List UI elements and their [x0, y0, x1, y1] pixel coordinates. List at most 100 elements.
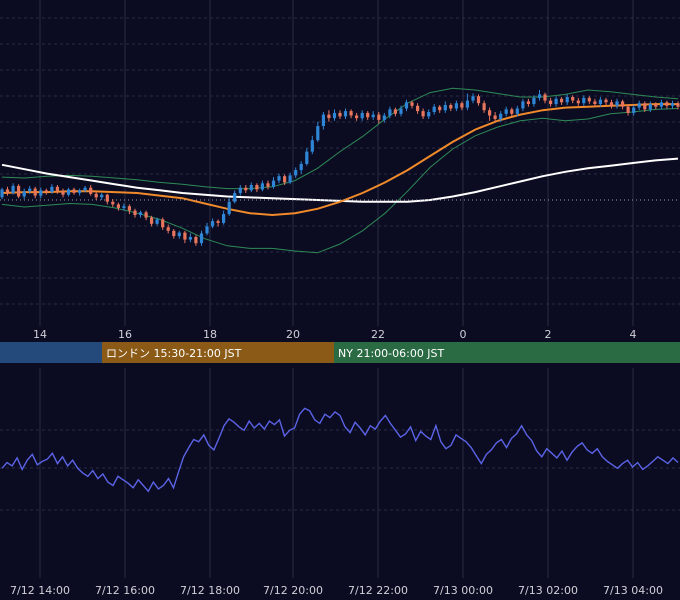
candle-body: [116, 204, 120, 208]
session-bar: ロンドン 15:30-21:00 JST NY 21:00-06:00 JST: [0, 342, 680, 363]
candle-body: [39, 190, 43, 196]
candle-body: [332, 112, 337, 119]
candle-body: [476, 96, 481, 104]
main-x-tick: 0: [460, 328, 467, 341]
candle-body: [382, 115, 386, 120]
candle-body: [654, 104, 658, 107]
candle-body: [238, 187, 242, 193]
candle-body: [515, 108, 519, 114]
candle-body: [499, 113, 503, 120]
candle-body: [482, 103, 486, 111]
candle-body: [255, 185, 259, 190]
candle-body: [271, 180, 276, 187]
candle-body: [454, 103, 458, 109]
osc-x-tick: 7/12 22:00: [348, 584, 408, 597]
candle-body: [211, 221, 215, 227]
candle-body: [183, 232, 187, 240]
session-tokyo: [0, 342, 102, 363]
oscillator-grid: [0, 368, 680, 578]
candle-body: [676, 103, 680, 107]
candle-body: [83, 187, 87, 191]
candle-body: [133, 210, 137, 215]
candle-body: [621, 101, 625, 107]
candle-body: [66, 189, 71, 195]
candle-body: [277, 176, 281, 181]
candle-body: [144, 212, 148, 218]
candle-body: [488, 110, 492, 116]
candle-body: [609, 102, 614, 106]
candle-body: [260, 183, 264, 190]
candle-body: [283, 176, 287, 183]
candle-body: [343, 111, 348, 117]
candle-body: [637, 103, 641, 108]
osc-x-tick: 7/12 18:00: [180, 584, 240, 597]
candle-body: [111, 201, 115, 205]
osc-x-tick: 7/13 00:00: [433, 584, 493, 597]
candle-body: [244, 187, 248, 191]
candle-body: [659, 102, 663, 107]
oscillator-line: [1, 407, 679, 493]
candle-body: [593, 101, 597, 104]
candle-body: [338, 112, 342, 117]
candle-body: [172, 230, 176, 237]
candle-body: [177, 232, 181, 237]
candle-body: [216, 221, 220, 223]
candle-body: [560, 98, 564, 103]
main-x-tick: 18: [203, 328, 217, 341]
candle-body: [55, 186, 59, 192]
candle-body: [305, 151, 309, 164]
candle-body: [465, 100, 469, 108]
session-ny: [334, 342, 680, 363]
candle-body: [626, 106, 630, 113]
candle-body: [665, 102, 669, 106]
candle-body: [371, 114, 375, 118]
candle-body: [94, 193, 98, 198]
candle-body: [460, 103, 464, 108]
main-x-tick: 2: [545, 328, 552, 341]
bollinger-bands: [1, 87, 679, 254]
candle-body: [89, 187, 93, 194]
candle-body: [443, 105, 447, 111]
oscillator-x-axis: 7/12 14:00 7/12 16:00 7/12 18:00 7/12 20:00…: [10, 584, 663, 597]
bb-lower-line: [1, 108, 679, 254]
candle-body: [615, 101, 619, 106]
candle-body: [327, 114, 331, 119]
main-x-tick: 22: [371, 328, 385, 341]
candle-body: [526, 101, 530, 104]
candle-body: [28, 188, 32, 192]
main-x-tick: 16: [118, 328, 132, 341]
candle-body: [416, 105, 420, 112]
main-x-tick: 4: [630, 328, 637, 341]
candle-body: [421, 111, 425, 117]
candle-body: [521, 101, 525, 109]
candle-body: [393, 109, 397, 114]
candle-body: [554, 98, 558, 105]
candle-body: [360, 112, 364, 119]
candle-body: [604, 99, 608, 103]
candle-body: [61, 191, 65, 195]
candle-body: [150, 217, 154, 224]
candle-body: [11, 185, 15, 193]
osc-x-tick: 7/13 04:00: [603, 584, 663, 597]
candle-body: [355, 115, 359, 119]
candle-body: [449, 105, 453, 109]
candle-body: [399, 108, 403, 114]
candle-body: [366, 112, 370, 118]
session-london-label: ロンドン 15:30-21:00 JST: [106, 347, 242, 360]
candle-body: [17, 185, 21, 197]
candle-body: [166, 227, 170, 231]
osc-x-tick: 7/13 02:00: [518, 584, 578, 597]
candle-body: [299, 163, 303, 171]
candle-body: [288, 175, 292, 183]
candle-body: [632, 107, 636, 113]
candle-body: [161, 219, 165, 228]
candle-body: [471, 96, 475, 101]
candle-body: [576, 100, 580, 104]
candle-body: [100, 194, 104, 198]
candle-body: [0, 189, 4, 198]
candle-body: [105, 194, 109, 202]
candle-body: [321, 114, 325, 126]
candle-body: [22, 191, 26, 197]
candle-body: [438, 106, 442, 111]
